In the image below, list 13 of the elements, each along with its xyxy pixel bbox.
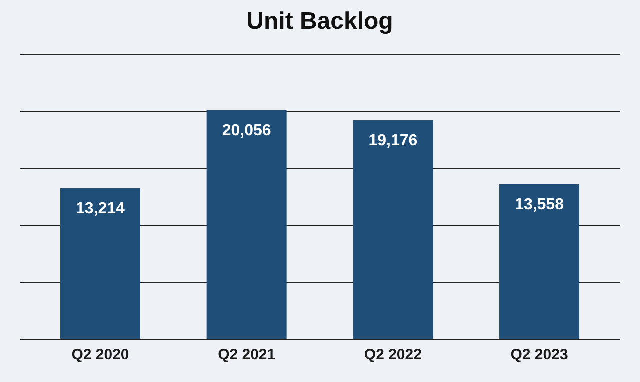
x-tick-label: Q2 2022 [364,346,422,364]
chart-title: Unit Backlog [246,8,394,35]
x-tick-label: Q2 2021 [218,346,276,364]
bar [500,184,580,339]
x-tick-label: Q2 2020 [72,346,130,364]
x-tick-label: Q2 2023 [510,346,568,364]
data-label: 19,176 [368,132,418,150]
data-label: 13,214 [76,200,126,218]
data-label: 13,558 [515,196,564,214]
bar [353,120,434,339]
bar [60,188,140,339]
bar [206,110,287,339]
data-label: 20,056 [222,122,272,140]
